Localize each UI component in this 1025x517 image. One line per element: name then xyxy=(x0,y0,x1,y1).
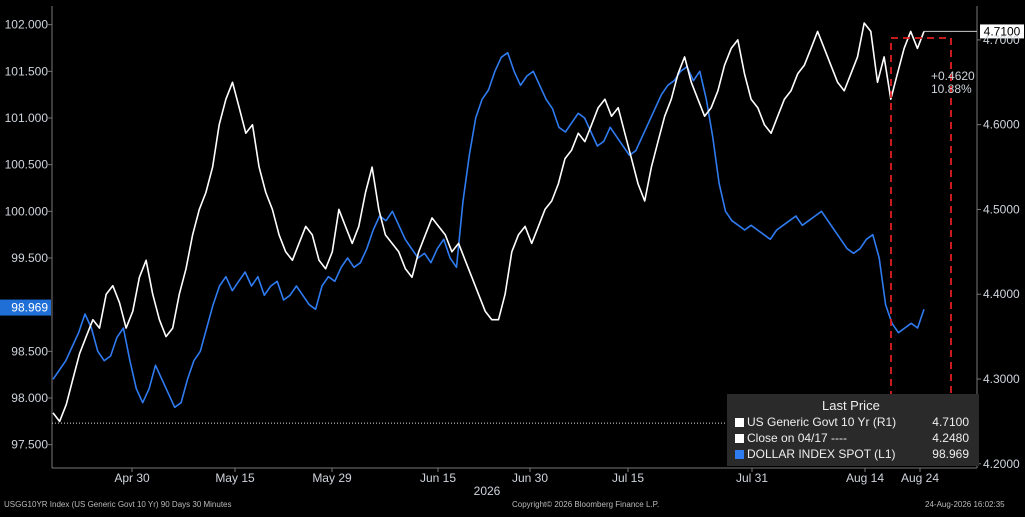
series-line-us-10yr xyxy=(52,22,925,423)
right-last-tag-label: 4.7100 xyxy=(984,24,1021,38)
right-tick-label: 4.5000 xyxy=(983,202,1020,216)
chart-axes xyxy=(48,6,981,472)
legend-label-close: Close on 04/17 ---- xyxy=(747,431,848,445)
series-line-dollar-index xyxy=(52,51,925,409)
left-tick-label: 97.500 xyxy=(11,438,48,452)
legend: Last Price US Generic Govt 10 Yr (R1) 4.… xyxy=(727,394,979,466)
x-tick-label: Aug 14 xyxy=(846,471,884,485)
left-tick-label: 98.500 xyxy=(11,344,48,358)
left-last-tag xyxy=(0,299,51,316)
left-tick-label: 102.000 xyxy=(5,18,49,32)
legend-value-usgg: 4.7100 xyxy=(932,415,969,429)
x-tick-label: May 15 xyxy=(215,471,255,485)
legend-value-close: 4.2480 xyxy=(932,431,969,445)
footer-copyright: Copyright© 2026 Bloomberg Finance L.P. xyxy=(512,500,660,509)
legend-row-close: Close on 04/17 ---- xyxy=(735,431,847,446)
x-tick-label: Jul 31 xyxy=(736,471,768,485)
left-tick-label: 100.000 xyxy=(5,204,49,218)
legend-swatch-dxy xyxy=(735,450,744,459)
legend-swatch-usgg xyxy=(735,418,744,427)
right-tick-label: 4.7000 xyxy=(983,33,1020,47)
legend-header: Last Price xyxy=(822,398,880,413)
annotation-percent: 10.88% xyxy=(931,82,972,96)
left-tick-label: 101.500 xyxy=(5,64,49,78)
right-tick-label: 4.2000 xyxy=(983,457,1020,471)
x-tick-label: Apr 30 xyxy=(114,471,150,485)
right-last-tag xyxy=(980,24,1024,39)
legend-label-usgg: US Generic Govt 10 Yr (R1) xyxy=(747,415,897,429)
annotation-change: +0.4620 xyxy=(931,69,975,83)
footer-timestamp: 24-Aug-2026 16:02:35 xyxy=(925,500,1005,509)
legend-row-dxy: DOLLAR INDEX SPOT (L1) xyxy=(735,447,896,462)
x-tick-label: Jul 15 xyxy=(612,471,644,485)
right-tick-label: 4.6000 xyxy=(983,118,1020,132)
left-tick-label: 100.500 xyxy=(5,158,49,172)
x-tick-label: Jun 30 xyxy=(512,471,548,485)
legend-swatch-close xyxy=(735,434,744,443)
legend-label-dxy: DOLLAR INDEX SPOT (L1) xyxy=(747,447,896,461)
footer-security: USGG10YR Index (US Generic Govt 10 Yr) 9… xyxy=(4,500,232,509)
x-tick-label: Aug 24 xyxy=(901,471,939,485)
legend-row-usgg: US Generic Govt 10 Yr (R1) xyxy=(735,415,896,430)
x-year-label: 2026 xyxy=(474,484,501,498)
right-tick-label: 4.4000 xyxy=(983,287,1020,301)
chart-labels: 102.000 101.500 101.000 100.500 100.000 99.50… xyxy=(5,18,1021,498)
left-tick-label: 101.000 xyxy=(5,111,49,125)
right-tick-label: 4.3000 xyxy=(983,372,1020,386)
x-tick-label: May 29 xyxy=(312,471,352,485)
left-last-tag-label: 98.969 xyxy=(11,301,48,315)
x-tick-label: Jun 15 xyxy=(420,471,456,485)
left-tick-label: 98.000 xyxy=(11,391,48,405)
legend-value-dxy: 98.969 xyxy=(932,447,969,461)
left-tick-label: 99.500 xyxy=(11,251,48,265)
chart-marks xyxy=(0,22,1024,424)
